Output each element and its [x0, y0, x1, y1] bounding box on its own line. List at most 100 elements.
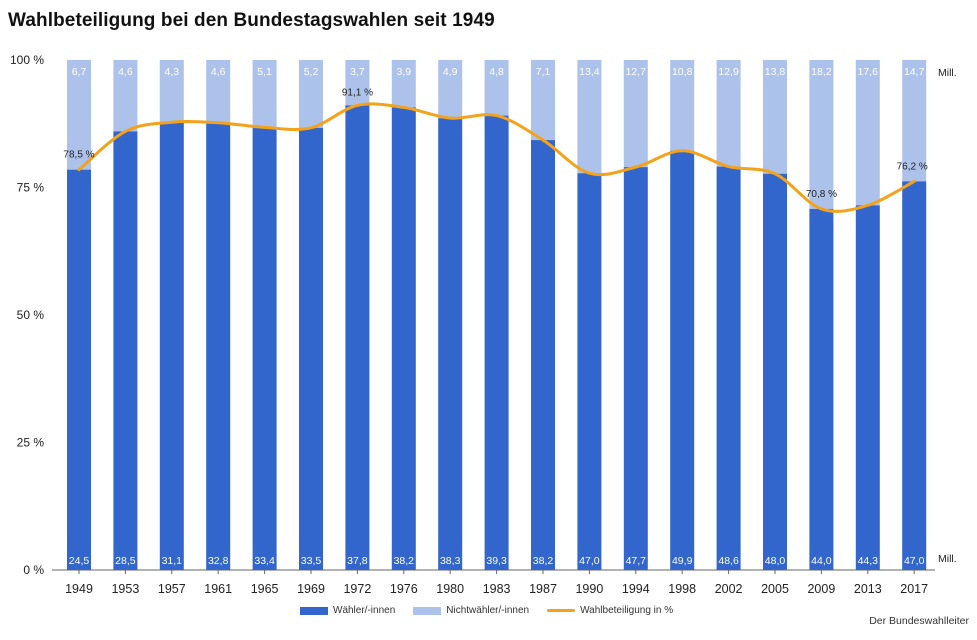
- bar-label-nonvoters: 13,8: [765, 66, 786, 78]
- bar-nonvoters: [438, 60, 463, 119]
- unit-label-top: Mill.: [938, 67, 957, 79]
- bar-voters: [391, 107, 416, 571]
- bar-label-voters: 37,8: [347, 555, 368, 567]
- bar-nonvoters: [716, 60, 741, 167]
- bar-voters: [67, 169, 91, 570]
- x-tick-label: 1980: [436, 582, 464, 596]
- bar-nonvoters: [855, 60, 880, 206]
- legend-item-voters: Wähler/-innen: [300, 605, 395, 616]
- bar-voters: [623, 167, 648, 570]
- bar-voters: [252, 127, 277, 570]
- x-tick-label: 2005: [761, 582, 789, 596]
- bar-nonvoters: [391, 60, 416, 108]
- bar-label-voters: 48,6: [718, 555, 739, 567]
- unit-label-bottom: Mill.: [938, 553, 957, 565]
- bar-label-nonvoters: 6,7: [72, 66, 87, 78]
- chart-title: Wahlbeteiligung bei den Bundestagswahlen…: [8, 10, 495, 31]
- bar-nonvoters: [484, 60, 509, 116]
- legend-swatch-nonvoters: [413, 606, 442, 615]
- y-tick-label: 50 %: [17, 308, 45, 322]
- bar-label-nonvoters: 5,1: [257, 66, 272, 78]
- bar-label-voters: 47,0: [904, 555, 925, 567]
- bar-voters: [670, 150, 695, 570]
- y-tick-label: 0 %: [23, 563, 44, 577]
- legend-item-turnout: Wahlbeteiligung in %: [547, 605, 673, 616]
- bar-label-nonvoters: 13,4: [579, 66, 600, 78]
- bar-label-nonvoters: 3,9: [396, 66, 411, 78]
- x-tick-label: 1961: [204, 582, 232, 596]
- bar-voters: [809, 208, 834, 571]
- bar-label-nonvoters: 4,6: [118, 66, 133, 78]
- legend-label-nonvoters: Nichtwähler/-innen: [446, 605, 530, 616]
- x-tick-label: 1957: [158, 582, 186, 596]
- bar-voters: [855, 205, 880, 570]
- bar-voters: [902, 181, 927, 570]
- turnout-point-label: 78,5 %: [63, 150, 94, 161]
- x-tick-label: 1994: [622, 582, 650, 596]
- bar-voters: [484, 115, 509, 570]
- bar-label-voters: 49,9: [672, 555, 693, 567]
- bar-label-voters: 38,3: [440, 555, 461, 567]
- bar-nonvoters: [531, 60, 555, 141]
- bar-label-nonvoters: 18,2: [811, 66, 832, 78]
- source-credit: Der Bundeswahlleiter: [869, 615, 969, 627]
- bar-nonvoters: [670, 60, 695, 151]
- bar-nonvoters: [113, 60, 138, 132]
- bar-nonvoters: [809, 60, 834, 209]
- bar-label-voters: 47,0: [579, 555, 600, 567]
- bar-label-nonvoters: 4,8: [489, 66, 504, 78]
- x-tick-label: 1969: [297, 582, 325, 596]
- bar-label-voters: 44,0: [811, 555, 832, 567]
- x-tick-label: 1987: [529, 582, 557, 596]
- legend: Wähler/-innen Nichtwähler/-innen Wahlbet…: [300, 605, 673, 616]
- bar-label-voters: 33,4: [254, 555, 275, 567]
- x-tick-label: 2017: [900, 582, 928, 596]
- x-tick-label: 1965: [251, 582, 279, 596]
- bar-nonvoters: [159, 60, 184, 123]
- bar-label-nonvoters: 14,7: [904, 66, 925, 78]
- bar-label-nonvoters: 4,3: [164, 66, 179, 78]
- y-tick-label: 100 %: [10, 53, 44, 67]
- x-tick-label: 2013: [854, 582, 882, 596]
- turnout-line: [77, 102, 916, 213]
- bar-label-nonvoters: 4,9: [443, 66, 458, 78]
- bar-label-voters: 39,3: [486, 555, 507, 567]
- bar-voters: [577, 173, 602, 570]
- legend-label-turnout: Wahlbeteiligung in %: [580, 605, 674, 616]
- bar-label-nonvoters: 7,1: [536, 66, 551, 78]
- x-tick-label: 1972: [343, 582, 371, 596]
- turnout-point-label: 70,8 %: [806, 189, 837, 200]
- legend-item-nonvoters: Nichtwähler/-innen: [413, 605, 529, 616]
- bar-label-voters: 28,5: [115, 555, 136, 567]
- bar-nonvoters: [67, 60, 91, 170]
- bar-voters: [113, 131, 138, 570]
- bar-label-nonvoters: 12,9: [718, 66, 739, 78]
- bar-label-voters: 38,2: [533, 555, 554, 567]
- bar-voters: [345, 105, 370, 570]
- bar-nonvoters: [902, 60, 927, 182]
- bar-label-voters: 44,3: [858, 555, 879, 567]
- bar-label-voters: 32,8: [208, 555, 229, 567]
- legend-swatch-turnout: [547, 609, 576, 612]
- legend-swatch-voters: [300, 606, 328, 615]
- x-tick-label: 1990: [575, 582, 603, 596]
- bar-label-nonvoters: 10,8: [672, 66, 693, 78]
- bar-nonvoters: [345, 60, 370, 106]
- bar-nonvoters: [623, 60, 648, 168]
- bar-label-voters: 38,2: [394, 555, 415, 567]
- bar-voters: [299, 127, 323, 570]
- bar-label-voters: 24,5: [69, 555, 90, 567]
- y-tick-label: 75 %: [17, 181, 45, 195]
- x-tick-label: 1976: [390, 582, 418, 596]
- bar-label-nonvoters: 3,7: [350, 66, 365, 78]
- bar-label-nonvoters: 5,2: [304, 66, 319, 78]
- bar-label-voters: 31,1: [162, 555, 183, 567]
- x-tick-label: 2002: [715, 582, 743, 596]
- bar-voters: [438, 118, 463, 570]
- bar-voters: [159, 122, 184, 570]
- x-tick-label: 1949: [65, 582, 93, 596]
- bar-label-voters: 48,0: [765, 555, 786, 567]
- x-tick-label: 1983: [483, 582, 511, 596]
- bar-label-nonvoters: 17,6: [858, 66, 879, 78]
- bar-nonvoters: [206, 60, 231, 123]
